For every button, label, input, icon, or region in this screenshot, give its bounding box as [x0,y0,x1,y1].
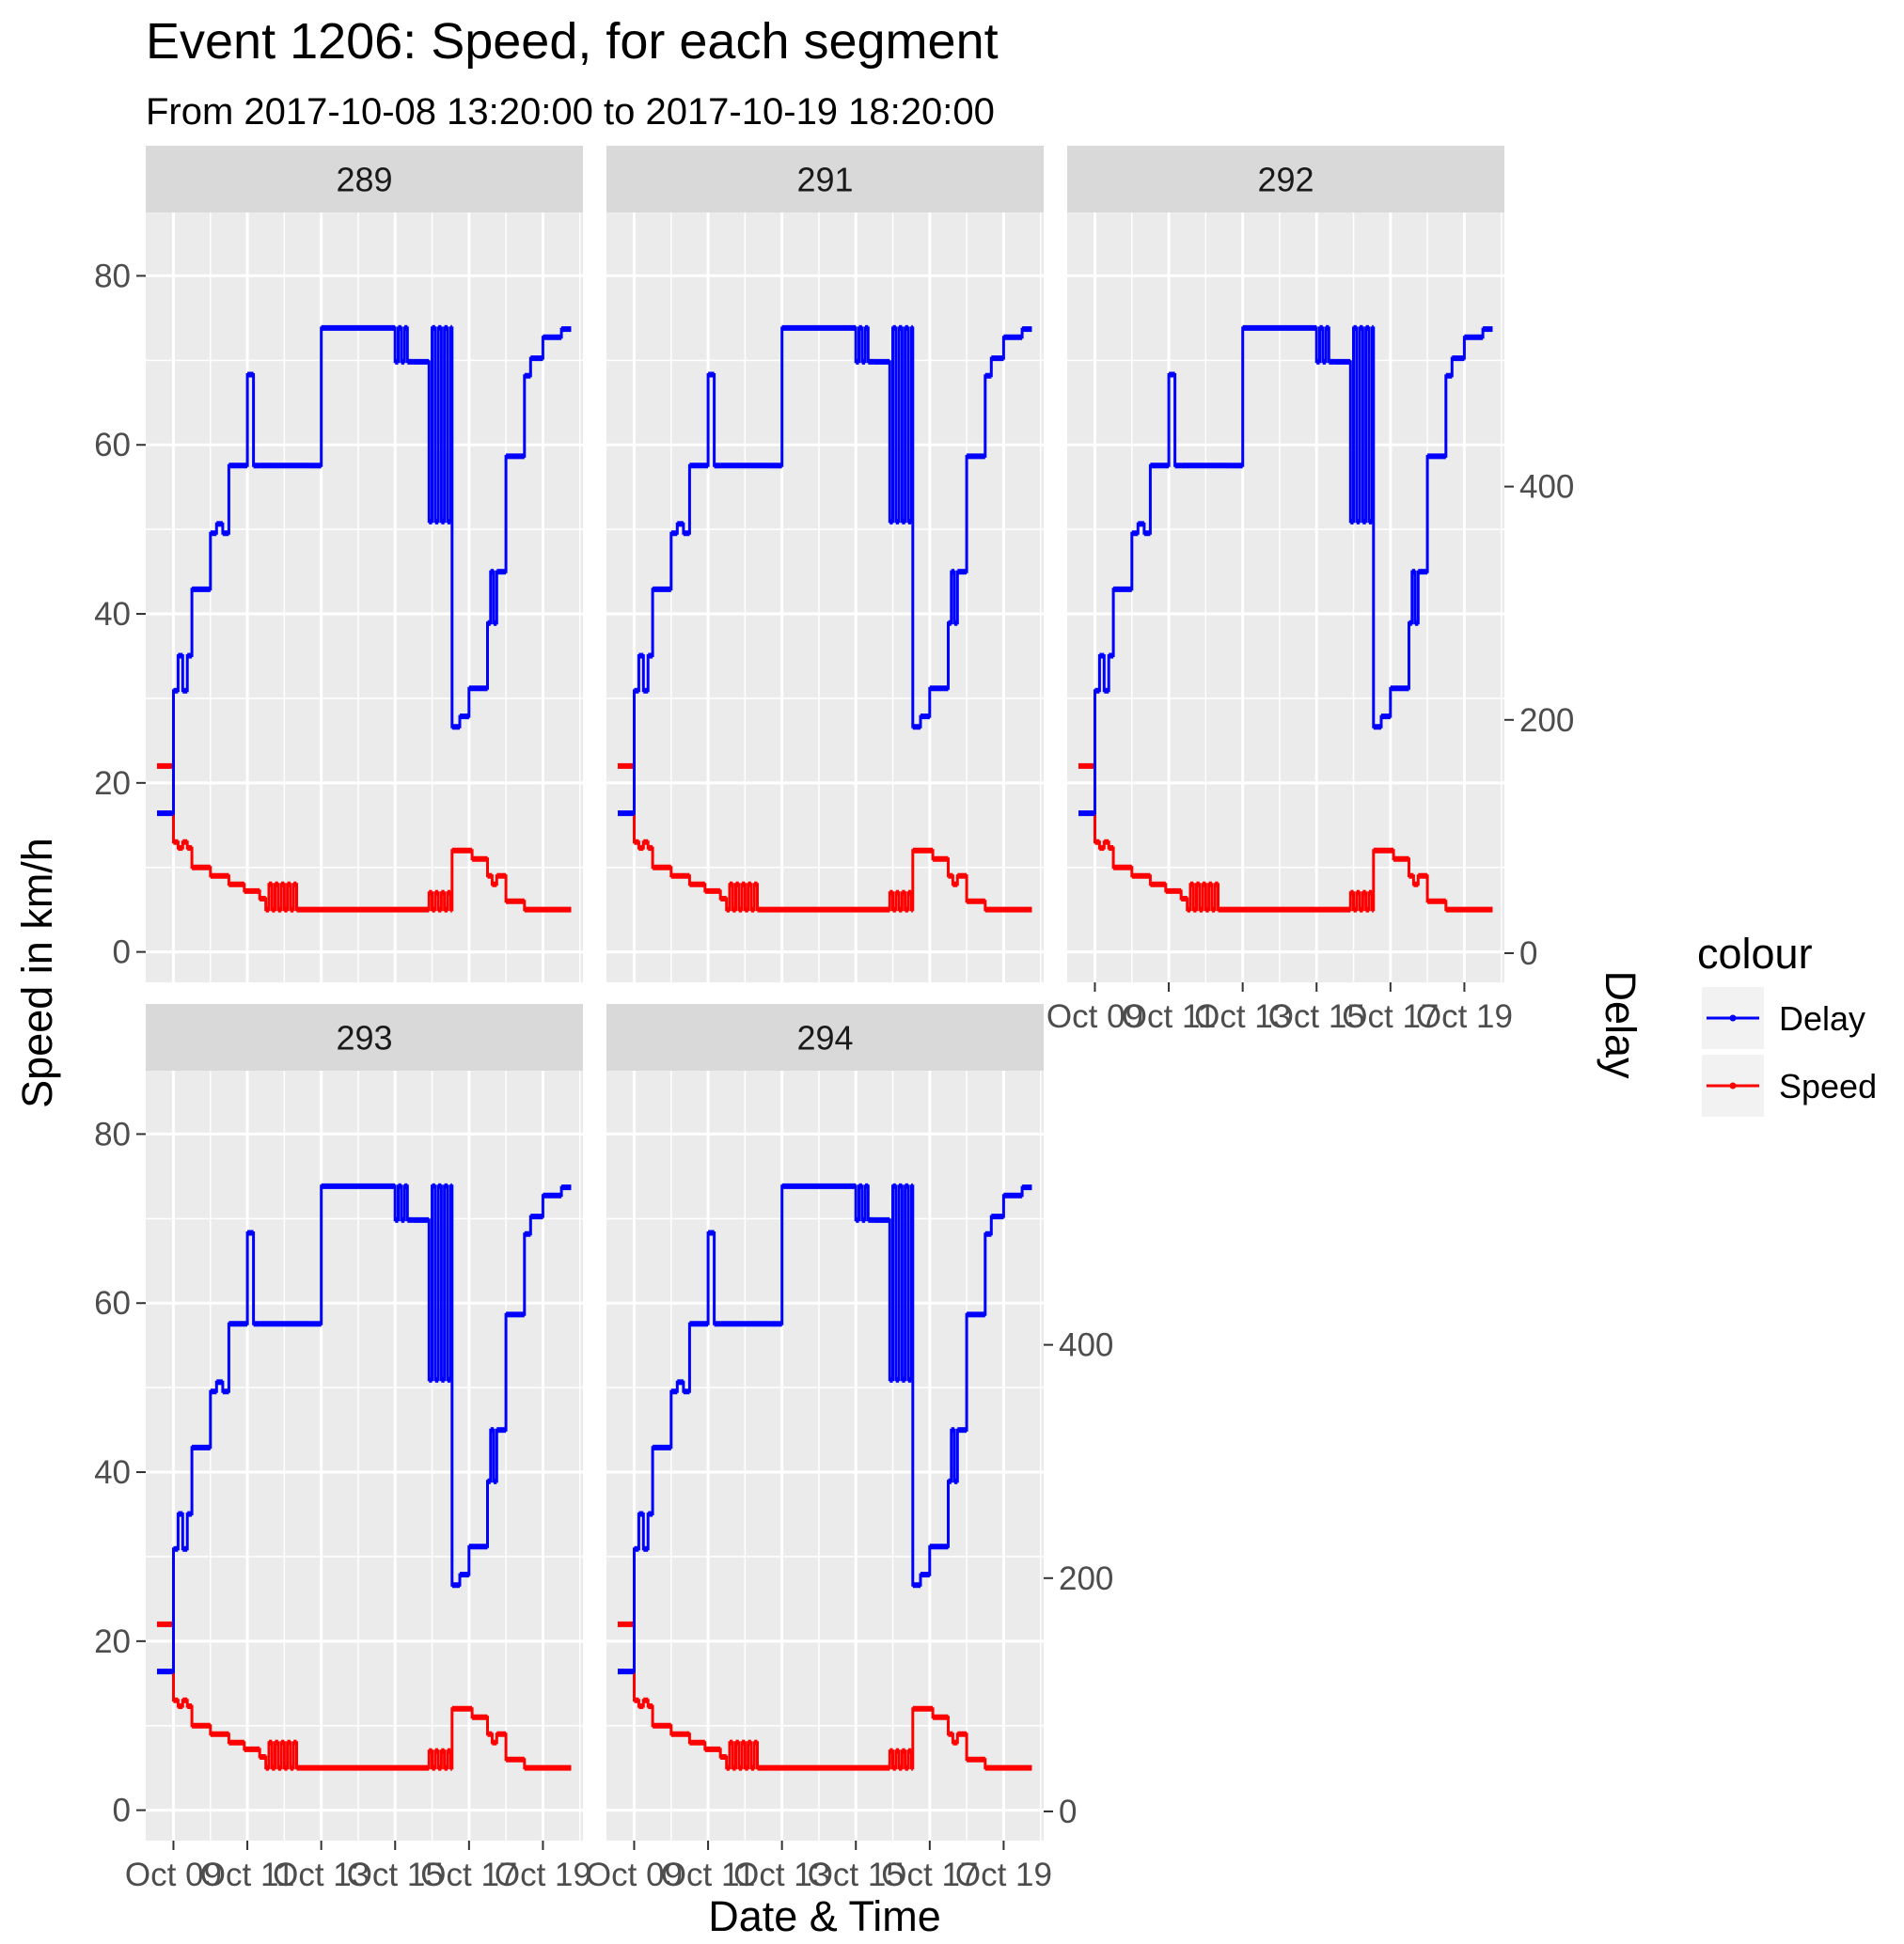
x-tick-label: Oct 09 [125,1857,222,1893]
x-tick-label: Oct 13 [733,1857,830,1893]
plot-background [606,1071,1044,1841]
x-axis-title: Date & Time [708,1892,941,1940]
y-tick-label: 60 [94,1285,131,1322]
facet-strip [606,1004,1044,1071]
facet-strip-label: 292 [1257,161,1314,199]
facet-panel-291: 291 [606,146,1044,982]
y2-tick-label: 200 [1059,1560,1113,1597]
legend-swatch-point [1729,1014,1737,1022]
y2-tick-label: 0 [1059,1794,1077,1830]
y2-tick-label: 400 [1059,1327,1113,1364]
facet-panel-289: 289 0 20 40 60 80 [94,146,583,982]
y-tick-label: 0 [113,934,131,971]
x-tick-label: Oct 15 [808,1857,905,1893]
y-tick-label: 80 [94,258,131,294]
x-tick-label: Oct 11 [200,1857,295,1893]
y2-axis-title: Delay [1597,970,1644,1079]
x-tick-label: Oct 13 [1194,998,1291,1035]
y2-tick-label: 200 [1519,702,1574,739]
legend-label-speed: Speed [1779,1067,1877,1105]
x-tick-label: Oct 13 [273,1857,370,1893]
y-tick-label: 40 [94,1454,131,1491]
facet-strip [1067,146,1504,212]
x-tick-label: Oct 09 [586,1857,683,1893]
x-tick-label: Oct 15 [1268,998,1365,1035]
y-tick-label: 0 [113,1793,131,1829]
x-tick-label: Oct 09 [1046,998,1143,1035]
x-tick-label: Oct 17 [881,1857,978,1893]
x-tick-label: Oct 11 [1122,998,1217,1035]
facet-strip [146,1004,583,1071]
facet-strip-label: 289 [336,161,392,199]
x-tick-label: Oct 15 [347,1857,444,1893]
plot-background [146,1071,583,1841]
y-tick-label: 20 [94,765,131,802]
y-tick-label: 20 [94,1623,131,1660]
facet-strip-label: 293 [336,1019,392,1058]
plot-background [1067,212,1504,982]
plot-background [146,212,583,982]
facet-strip [146,146,583,212]
x-tick-label: Oct 19 [1416,998,1513,1035]
chart-subtitle: From 2017-10-08 13:20:00 to 2017-10-19 1… [146,91,995,133]
legend: colour Delay Speed [1697,930,1877,1117]
plot-background [606,212,1044,982]
facet-strip-label: 291 [796,161,853,199]
y-axis-title: Speed in km/h [13,838,61,1108]
legend-swatch-point [1729,1082,1737,1090]
x-tick-label: Oct 19 [955,1857,1052,1893]
legend-label-delay: Delay [1779,999,1865,1038]
x-tick-label: Oct 11 [661,1857,756,1893]
chart-title: Event 1206: Speed, for each segment [146,13,999,70]
x-tick-label: Oct 17 [1342,998,1439,1035]
x-tick-label: Oct 19 [495,1857,591,1893]
x-tick-label: Oct 17 [420,1857,517,1893]
facet-strip [606,146,1044,212]
y2-tick-label: 400 [1519,469,1574,506]
legend-title: colour [1697,930,1813,978]
facet-strip-label: 294 [796,1019,853,1058]
y-tick-label: 40 [94,596,131,633]
y2-tick-label: 0 [1519,935,1537,972]
y-tick-label: 80 [94,1116,131,1152]
y-tick-label: 60 [94,427,131,463]
